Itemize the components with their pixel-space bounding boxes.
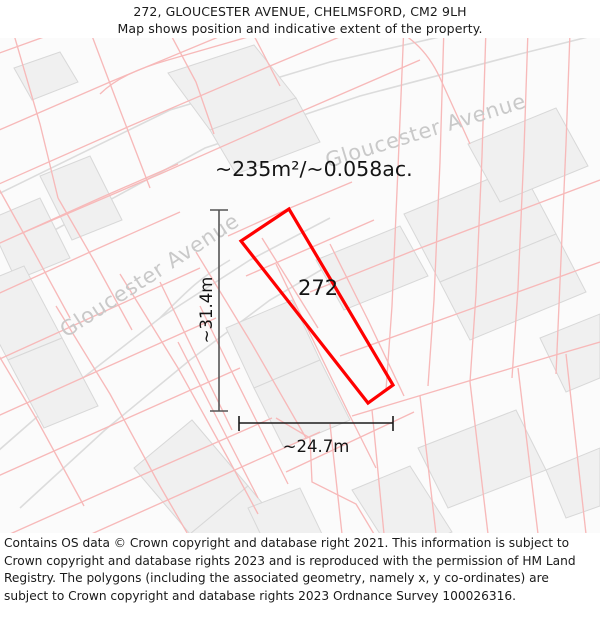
page-subtitle: Map shows position and indicative extent… [117, 21, 483, 36]
copyright-text: Contains OS data © Crown copyright and d… [4, 536, 576, 603]
map-header: 272, GLOUCESTER AVENUE, CHELMSFORD, CM2 … [0, 0, 600, 38]
dimension-vertical-label: ~31.4m [197, 277, 216, 344]
dimension-horizontal [238, 416, 394, 431]
parcel-boundary-layer [0, 38, 600, 533]
page-title: 272, GLOUCESTER AVENUE, CHELMSFORD, CM2 … [133, 4, 467, 19]
dimension-horizontal-label: ~24.7m [283, 437, 350, 456]
plot-number-label: 272 [298, 276, 338, 300]
map-footer: Contains OS data © Crown copyright and d… [0, 533, 600, 625]
map-canvas[interactable]: Gloucester Avenue Gloucester Avenue ~235… [0, 38, 600, 533]
area-annotation: ~235m²/~0.058ac. [215, 157, 413, 181]
building-layer [0, 44, 600, 533]
property-boundary-polygon[interactable] [238, 206, 396, 406]
dimension-vertical [210, 209, 228, 412]
map-vector-layer[interactable]: Gloucester Avenue Gloucester Avenue ~235… [0, 38, 600, 533]
